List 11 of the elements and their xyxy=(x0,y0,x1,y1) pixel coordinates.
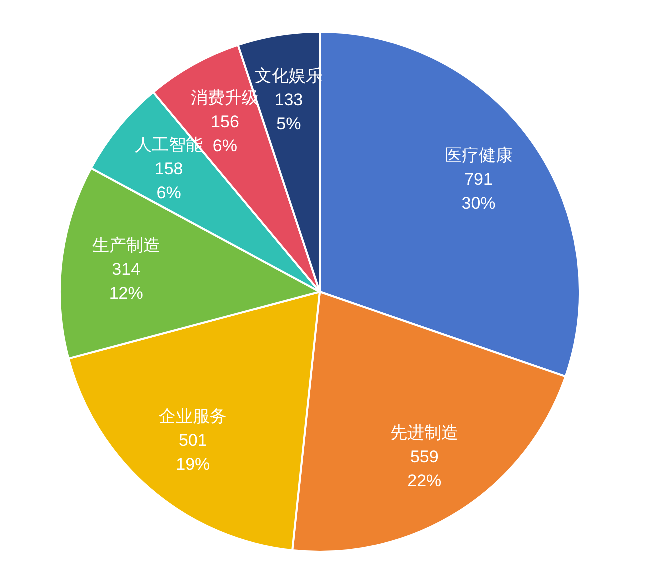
data-label: 158 6% xyxy=(154,159,184,202)
slice-label: 生产制造 xyxy=(92,236,160,255)
data-label: 559 22% xyxy=(408,447,442,490)
data-label: 156 6% xyxy=(211,112,240,156)
data-label: 501 19% xyxy=(176,430,210,474)
data-label: 791 30% xyxy=(462,169,496,212)
slice-label: 医疗健康 xyxy=(444,145,513,164)
slice-label: 先进制造 xyxy=(390,423,459,442)
slice-label: 企业服务 xyxy=(159,406,228,426)
data-label: 314 12% xyxy=(109,260,144,303)
data-label: 133 5% xyxy=(274,90,304,133)
